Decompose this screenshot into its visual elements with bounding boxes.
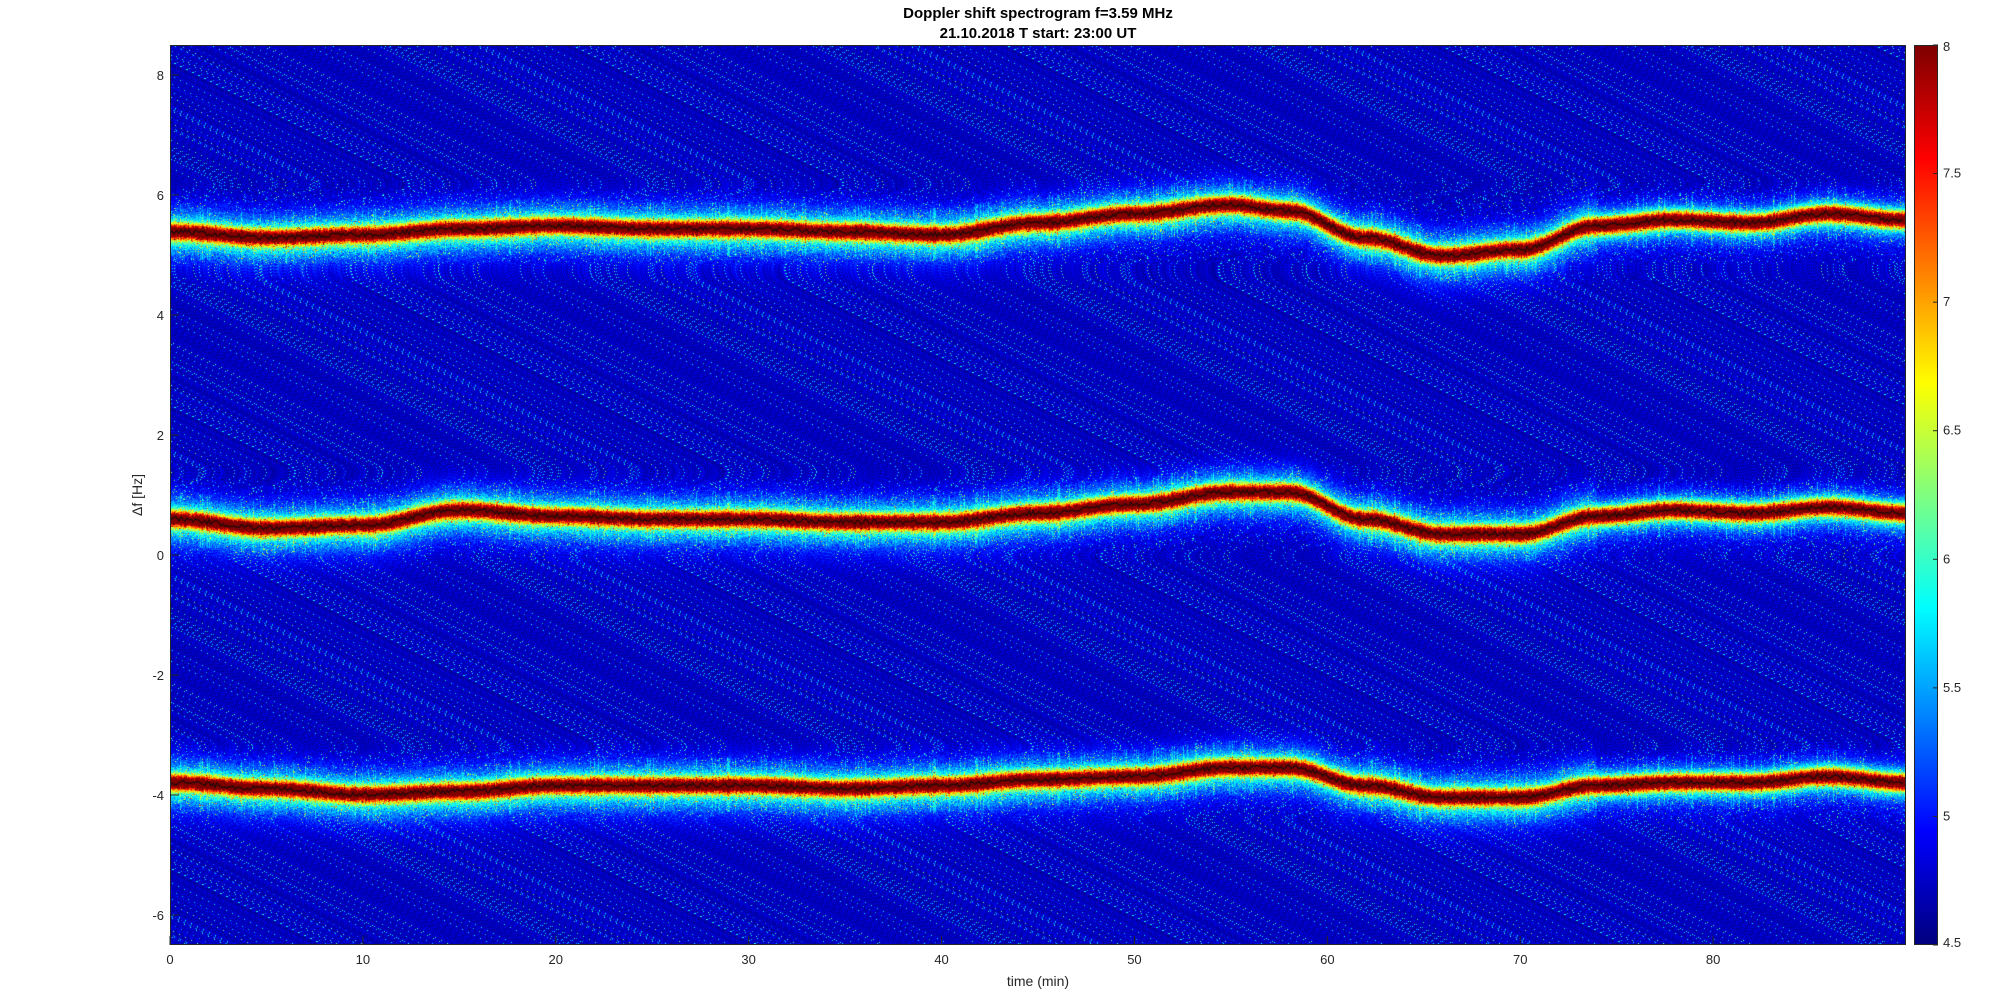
- y-axis-label: Δf [Hz]: [129, 474, 145, 516]
- x-tick-label: 40: [934, 952, 948, 967]
- x-tick-label: 80: [1706, 952, 1720, 967]
- chart-title: Doppler shift spectrogram f=3.59 MHz: [903, 5, 1173, 22]
- x-tick-label: 60: [1320, 952, 1334, 967]
- colorbar: [1914, 45, 1938, 945]
- spectrogram-heatmap: [171, 46, 1905, 944]
- x-tick-label: 20: [549, 952, 563, 967]
- y-tick-label: 2: [157, 428, 164, 443]
- colorbar-tick-label: 7.5: [1943, 166, 1961, 181]
- y-tick-label: 8: [157, 68, 164, 83]
- chart-subtitle: 21.10.2018 T start: 23:00 UT: [939, 25, 1137, 42]
- colorbar-gradient: [1915, 46, 1937, 944]
- y-tick-label: 0: [157, 548, 164, 563]
- x-tick-label: 10: [356, 952, 370, 967]
- y-tick-label: -2: [152, 668, 164, 683]
- y-tick-label: 4: [157, 308, 164, 323]
- colorbar-tick-label: 6.5: [1943, 423, 1961, 438]
- y-tick-label: 6: [157, 188, 164, 203]
- colorbar-tick-label: 7: [1943, 294, 1950, 309]
- x-axis-label: time (min): [1007, 973, 1069, 989]
- colorbar-tick-label: 8: [1943, 39, 1950, 54]
- x-tick-label: 70: [1513, 952, 1527, 967]
- colorbar-tick-label: 6: [1943, 551, 1950, 566]
- y-tick-label: -4: [152, 788, 164, 803]
- x-tick-label: 0: [166, 952, 173, 967]
- x-tick-label: 30: [741, 952, 755, 967]
- colorbar-tick-label: 4.5: [1943, 935, 1961, 950]
- colorbar-tick-label: 5: [1943, 808, 1950, 823]
- colorbar-tick-label: 5.5: [1943, 680, 1961, 695]
- spectrogram-plot-area: [170, 45, 1906, 945]
- y-tick-label: -6: [152, 908, 164, 923]
- x-tick-label: 50: [1127, 952, 1141, 967]
